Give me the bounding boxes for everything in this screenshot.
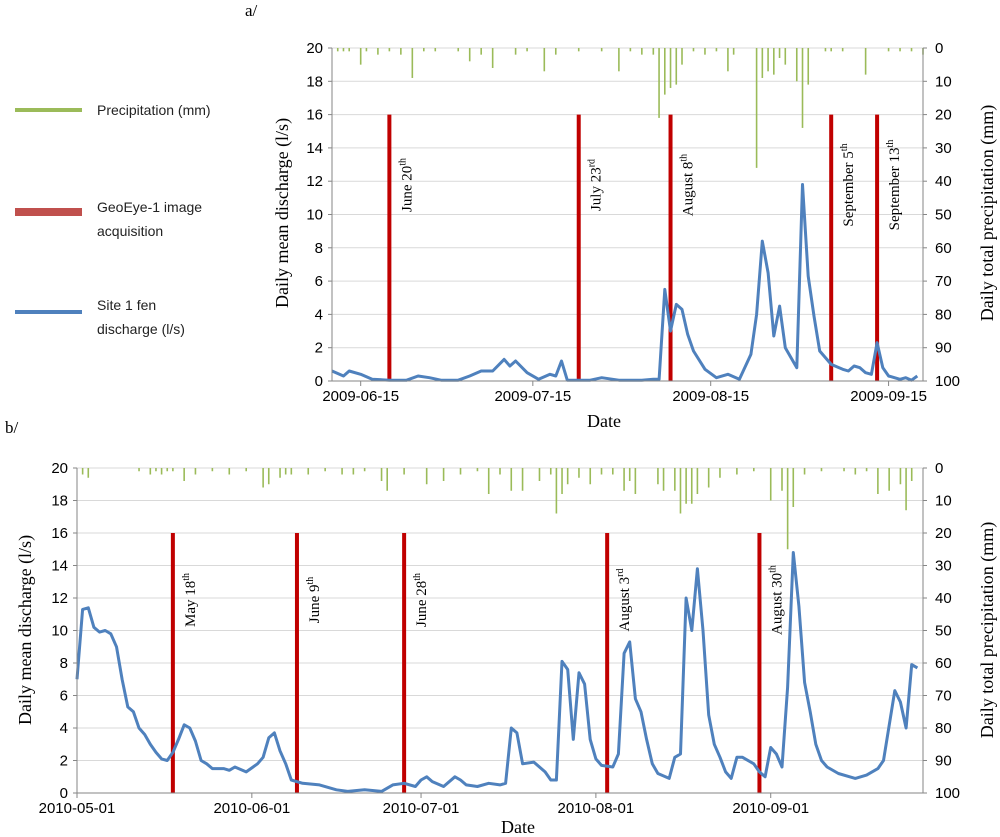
y2-tick-label: 70 bbox=[935, 273, 952, 290]
discharge-line bbox=[75, 551, 919, 793]
x-tick-label: 2010-07-01 bbox=[383, 800, 460, 817]
y-axis-title: Daily mean discharge (l/s) bbox=[15, 535, 36, 725]
x-tick-label: 2009-07-15 bbox=[494, 388, 571, 405]
y2-axis-title: Daily total precipitation (mm) bbox=[977, 522, 998, 738]
precipitation-bars bbox=[336, 48, 924, 168]
y2-tick-label: 40 bbox=[935, 590, 952, 607]
legend-label-acquisition-1: GeoEye-1 image bbox=[97, 199, 202, 215]
y2-tick-label: 50 bbox=[935, 623, 952, 640]
acquisition-label: June 28th bbox=[412, 573, 430, 627]
y-tick-label: 20 bbox=[51, 460, 68, 477]
panel-label-b: b/ bbox=[5, 418, 19, 437]
y-tick-label: 4 bbox=[315, 306, 323, 323]
y2-tick-label: 90 bbox=[935, 753, 952, 770]
acquisition-markers: June 20th July 23rd August 8th September 5t… bbox=[387, 114, 903, 381]
y2-tick-label: 0 bbox=[935, 460, 943, 477]
y2-tick-label: 60 bbox=[935, 655, 952, 672]
legend-label-discharge-2: discharge (l/s) bbox=[97, 321, 185, 337]
acquisition-label: September 5th bbox=[839, 143, 857, 226]
y-tick-label: 18 bbox=[306, 73, 323, 90]
discharge-series bbox=[331, 183, 919, 382]
acquisition-label: September 13th bbox=[885, 140, 903, 231]
y2-axis-title: Daily total precipitation (mm) bbox=[977, 105, 998, 321]
legend-label-acquisition-2: acquisition bbox=[97, 223, 163, 239]
legend-label-discharge-1: Site 1 fen bbox=[97, 297, 156, 313]
x-tick-label: 2009-08-15 bbox=[672, 388, 749, 405]
legend-label-precipitation: Precipitation (mm) bbox=[97, 102, 211, 118]
y-tick-label: 14 bbox=[51, 558, 68, 575]
y2-tick-label: 20 bbox=[935, 107, 952, 124]
y2-tick-label: 50 bbox=[935, 207, 952, 224]
discharge-line bbox=[331, 183, 919, 382]
axes: 0 2 4 6 8 10 12 14 16 18 20 0 10 20 30 40 50 60 70 80 90 100 2… bbox=[306, 40, 960, 405]
x-axis-title: Date bbox=[501, 817, 535, 837]
axes: 0 2 4 6 8 10 12 14 16 18 20 0 10 20 30 40 50 60 70 80 90 100 2… bbox=[39, 460, 960, 817]
y2-tick-label: 80 bbox=[935, 720, 952, 737]
y-tick-label: 0 bbox=[60, 785, 68, 802]
acquisition-label: August 3rd bbox=[615, 569, 633, 632]
y-tick-label: 2 bbox=[315, 340, 323, 357]
gridlines bbox=[332, 47, 923, 349]
panel-a: a/ June 20th July 23rd August 8th September… bbox=[245, 1, 998, 431]
y-tick-label: 20 bbox=[306, 40, 323, 57]
y-tick-label: 0 bbox=[315, 373, 323, 390]
y2-tick-label: 30 bbox=[935, 558, 952, 575]
y2-tick-label: 60 bbox=[935, 240, 952, 257]
y2-tick-label: 10 bbox=[935, 493, 952, 510]
y-tick-label: 2 bbox=[60, 753, 68, 770]
panel-label-a: a/ bbox=[245, 1, 258, 20]
y-tick-label: 8 bbox=[315, 240, 323, 257]
y-axis-title: Daily mean discharge (l/s) bbox=[272, 118, 293, 308]
y2-tick-label: 0 bbox=[935, 40, 943, 57]
gridlines bbox=[77, 467, 923, 761]
y2-tick-label: 20 bbox=[935, 525, 952, 542]
y-tick-label: 16 bbox=[306, 107, 323, 124]
y2-tick-label: 90 bbox=[935, 340, 952, 357]
y-tick-label: 4 bbox=[60, 720, 68, 737]
x-axis-title: Date bbox=[587, 411, 621, 431]
acquisition-label: June 20th bbox=[397, 158, 415, 212]
acquisition-label: June 9th bbox=[305, 577, 323, 624]
y-tick-label: 12 bbox=[51, 590, 68, 607]
y-tick-label: 12 bbox=[306, 173, 323, 190]
legend: Precipitation (mm) GeoEye-1 image acquis… bbox=[15, 102, 211, 337]
y-tick-label: 14 bbox=[306, 140, 323, 157]
acquisition-label: July 23rd bbox=[587, 159, 605, 211]
y2-tick-label: 70 bbox=[935, 688, 952, 705]
y2-tick-label: 10 bbox=[935, 73, 952, 90]
legend-swatch-acquisition bbox=[15, 208, 82, 216]
x-tick-label: 2009-09-15 bbox=[850, 388, 927, 405]
acquisition-label: May 18th bbox=[181, 573, 199, 627]
y-tick-label: 6 bbox=[315, 273, 323, 290]
y2-tick-label: 40 bbox=[935, 173, 952, 190]
x-tick-label: 2010-08-01 bbox=[558, 800, 635, 817]
acquisition-markers: May 18th June 9th June 28th August 3rd Augus… bbox=[170, 533, 785, 793]
y-tick-label: 16 bbox=[51, 525, 68, 542]
y2-tick-label: 80 bbox=[935, 306, 952, 323]
y2-tick-label: 100 bbox=[935, 785, 960, 802]
y-tick-label: 10 bbox=[306, 207, 323, 224]
discharge-series bbox=[75, 551, 919, 793]
x-tick-label: 2010-06-01 bbox=[213, 800, 290, 817]
y-tick-label: 18 bbox=[51, 493, 68, 510]
y2-tick-label: 100 bbox=[935, 373, 960, 390]
x-tick-label: 2010-05-01 bbox=[39, 800, 116, 817]
acquisition-label: August 30th bbox=[767, 565, 785, 635]
x-tick-label: 2009-06-15 bbox=[322, 388, 399, 405]
precipitation-bars bbox=[81, 468, 913, 550]
y-tick-label: 10 bbox=[51, 623, 68, 640]
acquisition-label: August 8th bbox=[679, 154, 697, 216]
y-tick-label: 6 bbox=[60, 688, 68, 705]
y2-tick-label: 30 bbox=[935, 140, 952, 157]
x-tick-label: 2010-09-01 bbox=[732, 800, 809, 817]
panel-b: b/ May 18th June 9th June 28th August 3rd Au… bbox=[5, 418, 998, 837]
y-tick-label: 8 bbox=[60, 655, 68, 672]
